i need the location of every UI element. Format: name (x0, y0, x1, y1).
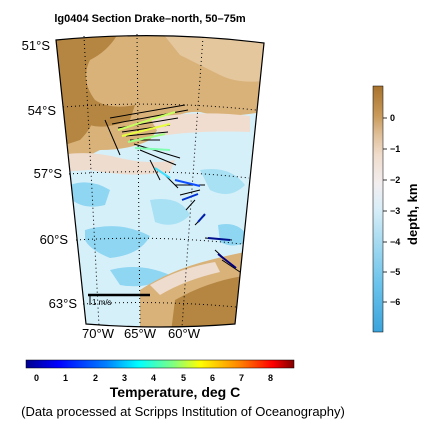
temp-tick: 1 (63, 373, 69, 383)
lat-label-57s: 57°S (33, 166, 62, 181)
depth-colorbar-label: depth, km (405, 183, 420, 245)
map-title: lg0404 Section Drake–north, 50–75m (54, 13, 246, 25)
depth-tick: −3 (390, 206, 401, 216)
depth-tick: −1 (390, 144, 401, 154)
graticule (62, 33, 257, 329)
map-frame (55, 35, 265, 328)
temp-tick: 7 (239, 373, 245, 383)
temperature-colorbar-label: Temperature, deg C (109, 384, 241, 400)
temp-tick: 5 (181, 373, 187, 383)
lat-label-63s: 63°S (48, 296, 77, 311)
bathymetry (56, 35, 264, 328)
vector-tips (117, 111, 237, 269)
depth-tick: 0 (390, 113, 396, 123)
temp-tick: 2 (93, 373, 99, 383)
depth-tick: −2 (390, 175, 401, 185)
temperature-colorbar (25, 359, 295, 369)
temp-tick: 0 (34, 373, 40, 383)
lat-label-60s: 60°S (39, 232, 68, 247)
depth-tick: −5 (390, 267, 401, 277)
depth-tick: −4 (390, 237, 401, 247)
credit-line: (Data processed at Scripps Institution o… (21, 404, 345, 419)
temp-tick: 6 (210, 373, 216, 383)
lon-label-60w: 60°W (168, 326, 200, 341)
lat-label-54s: 54°S (27, 103, 56, 118)
temp-tick: 4 (151, 373, 157, 383)
lon-label-65w: 65°W (124, 326, 156, 341)
depth-colorbar (372, 85, 384, 333)
temp-tick: 3 (122, 373, 128, 383)
scale-bar-label: 1 m/s (92, 298, 112, 307)
temp-tick: 8 (268, 373, 274, 383)
depth-tick: −6 (390, 297, 401, 307)
lat-label-51s: 51°S (21, 38, 50, 53)
lon-label-70w: 70°W (82, 326, 114, 341)
